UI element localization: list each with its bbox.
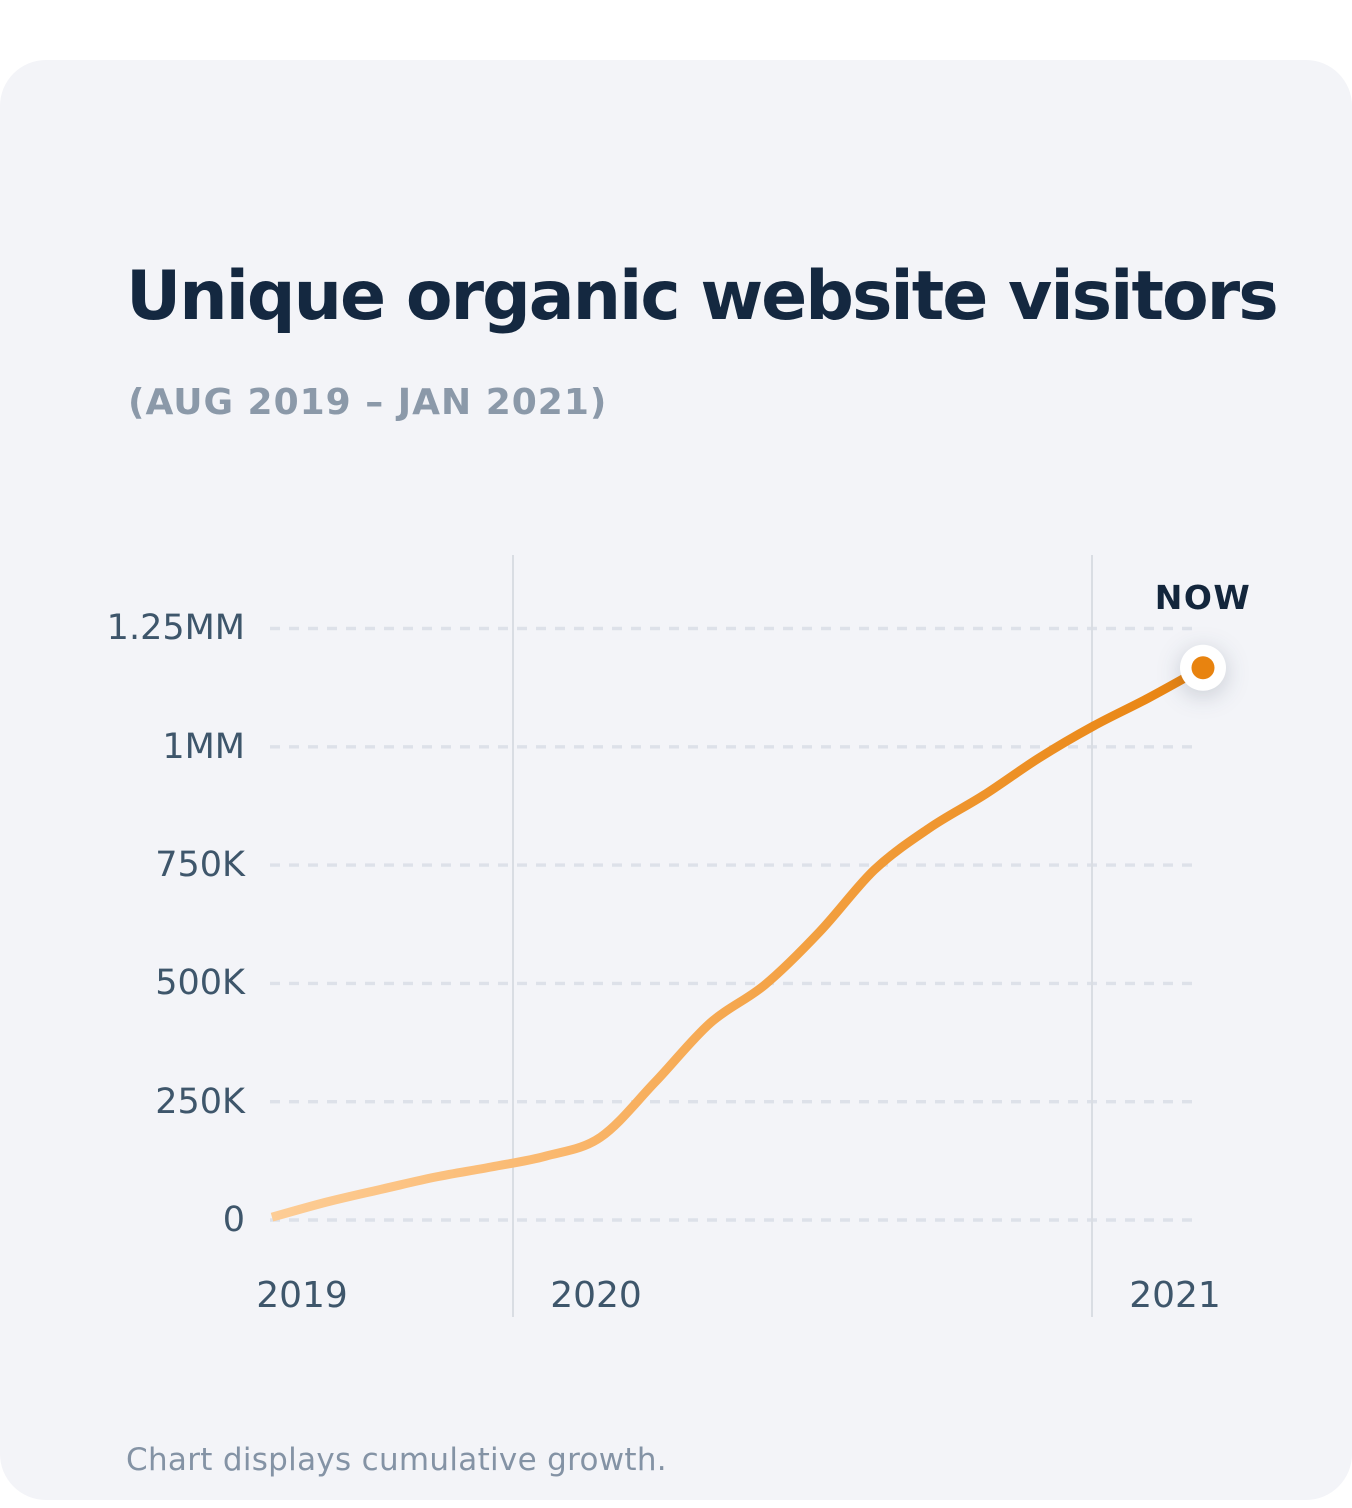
- x-tick-2021: 2021: [1129, 1275, 1221, 1316]
- y-tick-500k: 500K: [155, 963, 245, 1003]
- chart-footnote: Chart displays cumulative growth.: [126, 1442, 667, 1478]
- y-tick-0: 0: [222, 1200, 245, 1240]
- y-tick-1mm: 1MM: [162, 727, 245, 767]
- x-tick-2019: 2019: [256, 1275, 348, 1316]
- y-tick-250k: 250K: [155, 1082, 245, 1122]
- y-tick-1-25mm: 1.25MM: [106, 608, 245, 648]
- y-tick-750k: 750K: [155, 845, 245, 885]
- horizontal-gridlines: [270, 626, 1200, 1222]
- chart-title: Unique organic website visitors: [126, 257, 1279, 336]
- chart-subtitle: (AUG 2019 – JAN 2021): [128, 382, 608, 423]
- visitors-line-series: [270, 663, 1206, 1222]
- line-chart: 1.25MM 1MM 750K 500K 250K 0 2019 2020 20…: [0, 60, 1352, 1508]
- now-annotation-label: NOW: [1154, 578, 1252, 617]
- now-point-dot: [1191, 656, 1215, 680]
- chart-card: Unique organic website visitors (AUG 201…: [0, 60, 1352, 1500]
- chart-plot-svg: [270, 555, 1226, 1317]
- x-tick-2020: 2020: [550, 1275, 642, 1316]
